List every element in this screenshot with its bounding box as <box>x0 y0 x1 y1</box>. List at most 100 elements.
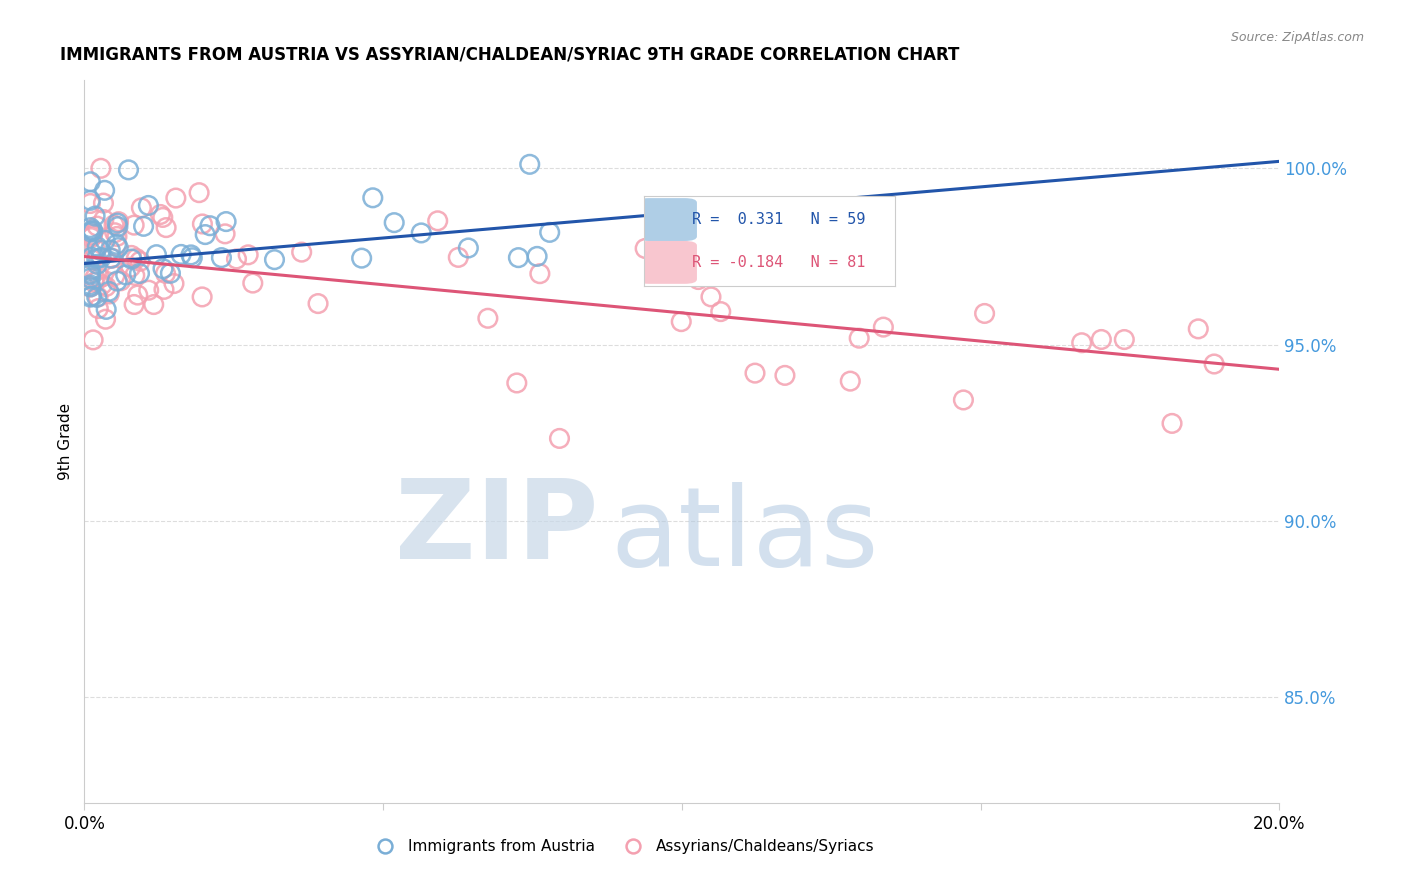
Point <box>128 267 150 281</box>
Point <box>744 366 766 380</box>
Point <box>82 224 104 238</box>
Point <box>132 219 155 234</box>
Text: ZIP: ZIP <box>395 475 599 582</box>
Point <box>84 242 107 256</box>
Point <box>93 196 115 211</box>
Point <box>86 290 108 304</box>
Point <box>191 217 214 231</box>
Point <box>96 302 118 317</box>
Point <box>129 254 152 268</box>
Point <box>138 283 160 297</box>
Point <box>79 268 101 282</box>
Point <box>457 241 479 255</box>
Point <box>122 297 145 311</box>
Text: R =  0.331   N = 59: R = 0.331 N = 59 <box>692 212 865 227</box>
Point <box>87 290 110 304</box>
Point <box>90 161 112 176</box>
Point <box>79 194 101 208</box>
Point <box>194 227 217 242</box>
Point <box>671 315 693 329</box>
Point <box>238 248 260 262</box>
Point <box>225 252 247 266</box>
Point <box>149 207 172 221</box>
Point <box>124 268 146 283</box>
Point <box>142 297 165 311</box>
Point <box>90 251 112 265</box>
Point <box>125 252 148 266</box>
Point <box>86 257 108 271</box>
Point <box>86 252 108 266</box>
Point <box>307 296 329 310</box>
Legend: Immigrants from Austria, Assyrians/Chaldeans/Syriacs: Immigrants from Austria, Assyrians/Chald… <box>364 833 880 860</box>
Point <box>79 271 101 285</box>
Text: IMMIGRANTS FROM AUSTRIA VS ASSYRIAN/CHALDEAN/SYRIAC 9TH GRADE CORRELATION CHART: IMMIGRANTS FROM AUSTRIA VS ASSYRIAN/CHAL… <box>60 45 960 63</box>
Point <box>82 223 104 237</box>
Point <box>519 157 541 171</box>
Point <box>80 289 103 303</box>
Point <box>188 186 211 200</box>
Point <box>426 214 449 228</box>
Point <box>710 304 733 318</box>
Point <box>94 233 117 247</box>
Point <box>83 276 105 290</box>
FancyBboxPatch shape <box>637 198 697 241</box>
Text: R = -0.184   N = 81: R = -0.184 N = 81 <box>692 255 865 270</box>
Point <box>101 257 124 271</box>
Point <box>688 272 710 286</box>
Point <box>165 191 187 205</box>
Point <box>104 268 127 283</box>
Point <box>110 274 132 288</box>
Text: Source: ZipAtlas.com: Source: ZipAtlas.com <box>1230 31 1364 45</box>
Point <box>508 251 530 265</box>
Point <box>350 251 373 265</box>
Point <box>526 249 548 263</box>
Point <box>83 271 105 285</box>
Point <box>131 201 153 215</box>
Point <box>152 211 174 225</box>
Point <box>93 212 115 227</box>
Point <box>105 237 128 252</box>
Point <box>127 288 149 302</box>
Point <box>263 252 285 267</box>
Point <box>191 290 214 304</box>
Point <box>79 263 101 277</box>
Point <box>291 245 314 260</box>
Point <box>1070 335 1092 350</box>
Point <box>1090 333 1112 347</box>
Point <box>79 277 101 292</box>
Point <box>79 280 101 294</box>
Point <box>79 220 101 235</box>
Point <box>93 183 115 197</box>
Point <box>107 241 129 255</box>
Point <box>792 227 814 241</box>
Point <box>82 252 104 267</box>
Point <box>973 306 995 320</box>
Y-axis label: 9th Grade: 9th Grade <box>58 403 73 480</box>
Point <box>101 252 124 266</box>
Point <box>80 230 103 244</box>
Point <box>214 227 236 241</box>
Point <box>86 240 108 254</box>
Point <box>548 432 571 446</box>
Point <box>107 219 129 234</box>
Point <box>117 162 139 177</box>
Point <box>79 266 101 280</box>
Point <box>82 227 104 242</box>
Point <box>138 198 160 212</box>
Point <box>94 312 117 326</box>
Point <box>79 175 101 189</box>
Point <box>198 219 221 233</box>
Point <box>89 271 111 285</box>
Point <box>1187 322 1209 336</box>
Point <box>100 251 122 265</box>
Point <box>114 268 136 282</box>
Point <box>361 191 384 205</box>
FancyBboxPatch shape <box>637 241 697 284</box>
Point <box>107 215 129 229</box>
Point <box>79 280 101 294</box>
Point <box>121 248 143 262</box>
Point <box>80 225 103 239</box>
Point <box>82 333 104 347</box>
Point <box>773 368 796 383</box>
Point <box>1204 357 1226 371</box>
